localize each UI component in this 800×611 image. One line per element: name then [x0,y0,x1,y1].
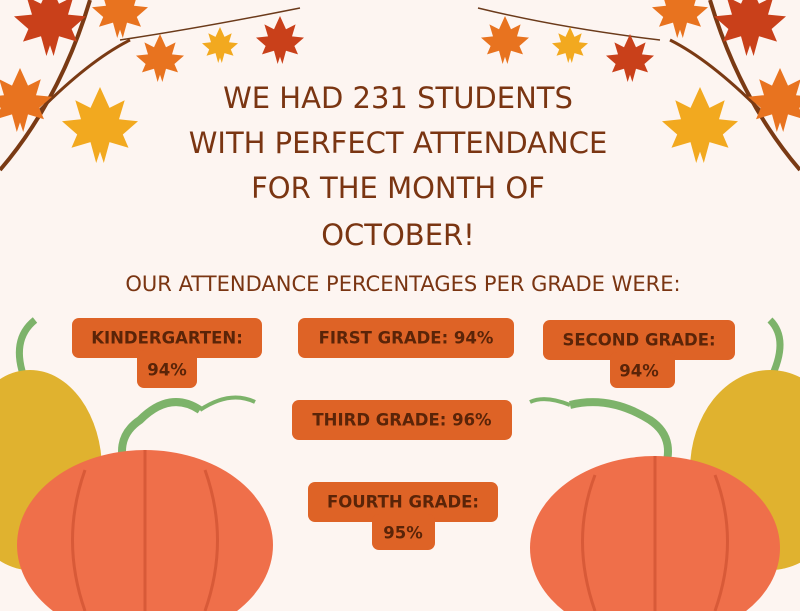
badge-text: SECOND GRADE: [562,331,715,350]
badge-text: 94% [147,361,187,380]
badge-text: KINDERGARTEN: [91,329,243,348]
badge-text: 94% [619,362,659,381]
headline-line: FOR THE MONTH OF [251,171,545,205]
badge: FOURTH GRADE: 95% [308,482,498,550]
badge: FIRST GRADE: 94% [298,318,514,358]
headline-line: WITH PERFECT ATTENDANCE [189,126,608,160]
badge: SECOND GRADE: 94% [543,320,735,388]
badge: KINDERGARTEN: 94% [72,318,262,388]
badge: THIRD GRADE: 96% [292,400,512,440]
badge-text: THIRD GRADE: 96% [312,411,492,430]
badge-text: FIRST GRADE: 94% [319,329,494,348]
headline-line: WE HAD 231 STUDENTS [223,81,573,115]
headline-line: OCTOBER! [321,218,475,252]
badge-text: FOURTH GRADE: [327,493,479,512]
subheading: OUR ATTENDANCE PERCENTAGES PER GRADE WER… [125,272,680,296]
headline: WE HAD 231 STUDENTS WITH PERFECT ATTENDA… [189,81,608,252]
badge-text: 95% [383,524,423,543]
